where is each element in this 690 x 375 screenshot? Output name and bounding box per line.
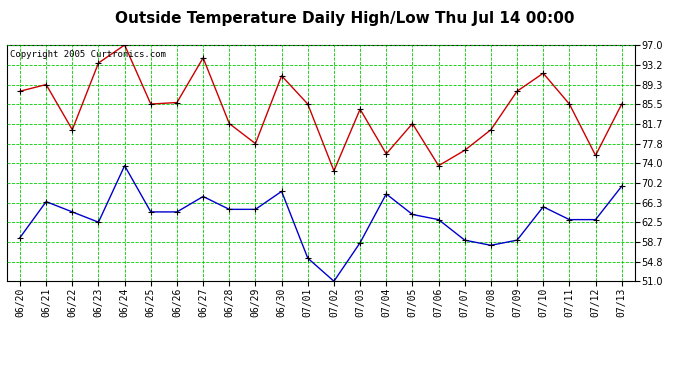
Text: Outside Temperature Daily High/Low Thu Jul 14 00:00: Outside Temperature Daily High/Low Thu J…: [115, 11, 575, 26]
Text: Copyright 2005 Curtronics.com: Copyright 2005 Curtronics.com: [10, 50, 166, 59]
